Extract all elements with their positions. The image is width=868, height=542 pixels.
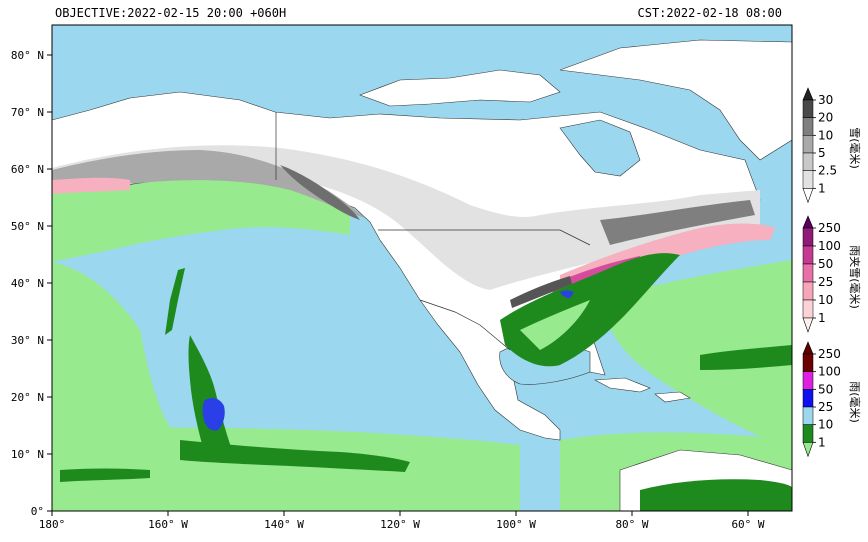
header-run-time: OBJECTIVE:2022-02-15 20:00 +060H (55, 6, 287, 20)
legend-label: 25 (818, 275, 833, 289)
water-hudson-bay (559, 119, 641, 177)
legend-swatch (802, 245, 814, 265)
lat-tick-label: 50° N (11, 220, 44, 233)
land-hispaniola (654, 391, 691, 403)
legend-swatch (802, 135, 814, 154)
lon-tick-label: 60° W (731, 518, 764, 531)
legend-label: 10 (818, 293, 833, 307)
legend-swatch (802, 152, 814, 171)
legend-swatch (802, 227, 814, 247)
lon-tick-label: 160° W (148, 518, 188, 531)
legend-label: 20 (818, 111, 833, 125)
longitude-axis: 180° 160° W 140° W 120° W 100° W 80° W 60° W (39, 511, 765, 531)
legend-label: 5 (818, 146, 826, 160)
rain-mod-pacific-streak (165, 268, 185, 335)
legend-top-arrow (802, 215, 814, 229)
lon-tick-label: 180° (39, 518, 66, 531)
legend-title: 雨夹雪(毫米) (848, 245, 862, 309)
legend-top-arrow (802, 87, 814, 101)
legend-swatch (802, 424, 814, 443)
legend-label: 2.5 (818, 164, 837, 178)
rain-light-pacific-south (52, 427, 520, 511)
lat-tick-label: 0° (31, 505, 44, 518)
lon-tick-label: 80° W (615, 518, 648, 531)
snow-heavy-coast (280, 165, 360, 220)
snow-mod-east (600, 200, 755, 245)
legend-swatch (802, 389, 814, 408)
legend-snow: 30 20 10 5 2.5 1 雪(毫米) (802, 87, 862, 204)
legend-label: 1 (818, 181, 826, 195)
legend-label: 10 (818, 128, 833, 142)
lat-tick-label: 10° N (11, 448, 44, 461)
legend-title: 雪(毫米) (848, 127, 862, 169)
header-valid-time: CST:2022-02-18 08:00 (637, 6, 783, 20)
land-arctic-islands (359, 69, 561, 107)
snow-light-canada (52, 145, 760, 290)
legend-rain: 250 100 50 25 10 1 雨(毫米) (802, 341, 862, 458)
legend-label: 30 (818, 93, 833, 107)
legend-sleet: 250 100 50 25 10 1 雨夹雪(毫米) (802, 215, 862, 333)
lat-tick-label: 70° N (11, 106, 44, 119)
legend-swatch (802, 371, 814, 390)
lat-tick-label: 80° N (11, 49, 44, 62)
legend-bottom-arrow (802, 317, 814, 333)
land-cuba (593, 377, 651, 393)
rain-mod-south-america (640, 479, 792, 511)
rain-heavy-east-us (560, 290, 574, 298)
legend-label: 50 (818, 382, 833, 396)
snow-heavy-streak (510, 276, 572, 308)
legend-swatch (802, 170, 814, 189)
legend-label: 250 (818, 221, 841, 235)
legend-label: 50 (818, 257, 833, 271)
lon-tick-label: 140° W (264, 518, 304, 531)
latitude-axis: 80° N 70° N 60° N 50° N 40° N 30° N 20° N 10° N… (11, 49, 52, 518)
legend-swatch (802, 353, 814, 372)
map-layers (52, 25, 792, 511)
rain-light-atlantic (600, 260, 792, 450)
lat-tick-label: 40° N (11, 277, 44, 290)
rain-mod-pacific-south (180, 440, 410, 472)
sleet-band-northwest (52, 177, 130, 194)
lon-tick-label: 100° W (496, 518, 536, 531)
legend-label: 100 (818, 365, 841, 379)
lon-tick-label: 120° W (380, 518, 420, 531)
legend-swatch (802, 281, 814, 301)
legend-label: 1 (818, 435, 826, 449)
border-canada-usa (378, 229, 591, 246)
lat-tick-label: 60° N (11, 163, 44, 176)
rain-light-pacific-west (52, 262, 180, 480)
legend-swatch (802, 299, 814, 319)
legend-top-arrow (802, 341, 814, 355)
border-usa-mexico (419, 299, 511, 351)
lat-tick-label: 30° N (11, 334, 44, 347)
legend-swatch (802, 99, 814, 118)
snow-mod-alaska (52, 150, 365, 218)
map-frame (51, 24, 793, 512)
legend-swatch (802, 406, 814, 425)
rain-light-east-us (520, 300, 590, 350)
legend-swatch (802, 117, 814, 136)
legend-bottom-arrow (802, 442, 814, 458)
legend-bottom-arrow (802, 188, 814, 204)
legend-label: 100 (818, 239, 841, 253)
rain-mod-pacific-southwest (60, 468, 150, 482)
legend-swatch (802, 263, 814, 283)
rain-mod-atlantic (700, 345, 792, 370)
legend-label: 10 (818, 418, 833, 432)
rain-light-pacific-north (52, 175, 350, 262)
legend-label: 250 (818, 347, 841, 361)
legend-title: 雨(毫米) (848, 381, 862, 423)
legend-label: 25 (818, 400, 833, 414)
lat-tick-label: 20° N (11, 391, 44, 404)
rain-heavy-pacific (202, 398, 225, 431)
legend-label: 1 (818, 311, 826, 325)
land-greenland (559, 39, 792, 161)
